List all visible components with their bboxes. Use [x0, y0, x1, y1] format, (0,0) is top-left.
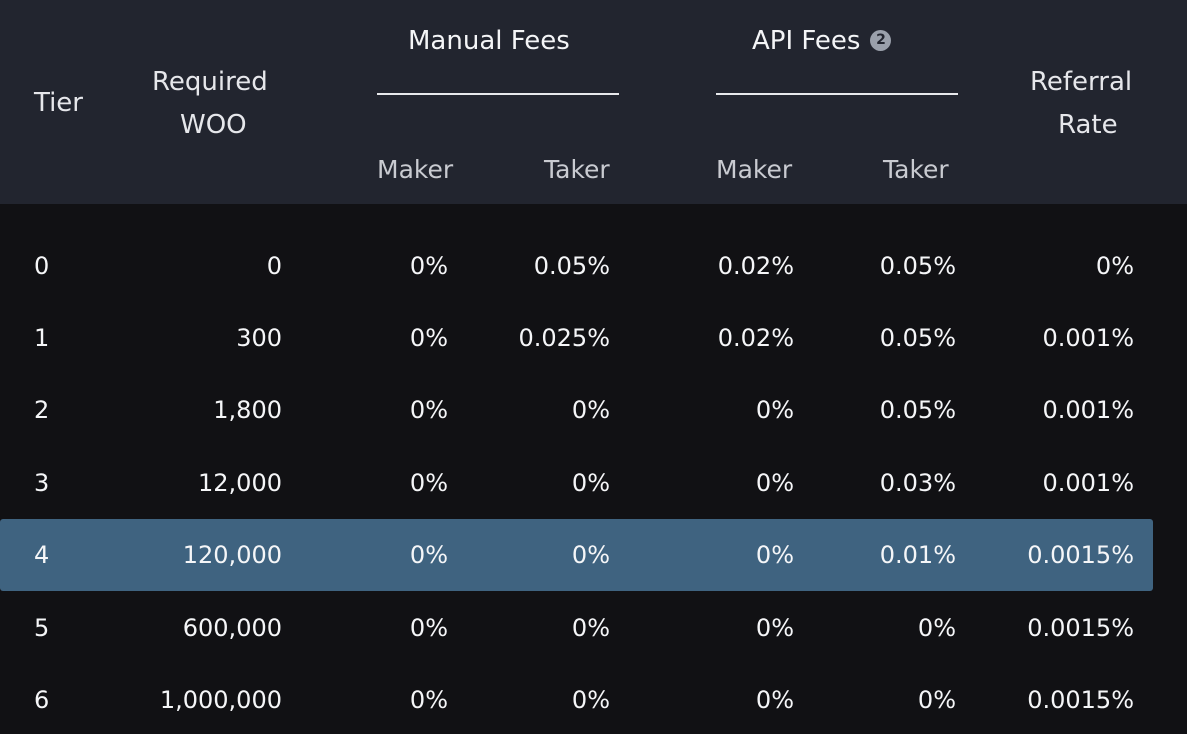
- api-taker-cell: 0.05%: [879, 396, 956, 424]
- manual-maker-cell: 0%: [409, 252, 448, 280]
- required-woo-cell: 12,000: [198, 469, 282, 497]
- api-maker-cell: 0%: [755, 686, 794, 714]
- manual-taker-cell: 0.05%: [533, 252, 610, 280]
- required-woo-cell: 0: [266, 252, 282, 280]
- column-header-tier: Tier: [34, 88, 83, 118]
- column-header-referral-line2: Rate: [1058, 110, 1118, 140]
- required-woo-cell: 600,000: [182, 614, 282, 642]
- tier-cell: 1: [34, 324, 50, 352]
- api-maker-cell: 0%: [755, 469, 794, 497]
- table-row: 0 0 0% 0.05% 0.02% 0.05% 0%: [0, 230, 1153, 302]
- manual-maker-cell: 0%: [409, 396, 448, 424]
- info-badge-icon[interactable]: 2: [870, 30, 892, 51]
- referral-rate-cell: 0.0015%: [1027, 614, 1134, 642]
- manual-maker-cell: 0%: [409, 614, 448, 642]
- referral-rate-cell: 0%: [1095, 252, 1134, 280]
- tier-cell: 6: [34, 686, 50, 714]
- manual-maker-cell: 0%: [409, 324, 448, 352]
- required-woo-cell: 300: [236, 324, 282, 352]
- required-woo-cell: 120,000: [182, 541, 282, 569]
- required-woo-cell: 1,000,000: [159, 686, 282, 714]
- tier-cell: 3: [34, 469, 50, 497]
- manual-taker-cell: 0%: [571, 469, 610, 497]
- column-header-required-line1: Required: [152, 67, 268, 97]
- api-taker-cell: 0%: [917, 686, 956, 714]
- table-row: 1 300 0% 0.025% 0.02% 0.05% 0.001%: [0, 302, 1153, 374]
- table-row-highlighted[interactable]: 4 120,000 0% 0% 0% 0.01% 0.0015%: [0, 519, 1153, 591]
- column-header-referral-line1: Referral: [1030, 67, 1133, 97]
- manual-taker-cell: 0%: [571, 396, 610, 424]
- tier-cell: 0: [34, 252, 50, 280]
- table-row: 3 12,000 0% 0% 0% 0.03% 0.001%: [0, 447, 1153, 519]
- tier-cell: 5: [34, 614, 50, 642]
- api-taker-cell: 0.03%: [879, 469, 956, 497]
- api-taker-cell: 0%: [917, 614, 956, 642]
- manual-maker-cell: 0%: [409, 686, 448, 714]
- manual-taker-cell: 0%: [571, 686, 610, 714]
- tier-cell: 4: [34, 541, 50, 569]
- table-header: Tier Required WOO Manual Fees API Fees 2 …: [0, 0, 1187, 204]
- column-header-manual-taker: Taker: [544, 155, 610, 184]
- group-header-manual-fees: Manual Fees: [408, 26, 570, 56]
- referral-rate-cell: 0.001%: [1042, 396, 1134, 424]
- referral-rate-cell: 0.001%: [1042, 324, 1134, 352]
- api-maker-cell: 0%: [755, 614, 794, 642]
- column-header-required-line2: WOO: [180, 110, 247, 140]
- api-fees-label: API Fees: [752, 26, 861, 56]
- manual-maker-cell: 0%: [409, 469, 448, 497]
- manual-taker-cell: 0%: [571, 541, 610, 569]
- api-maker-cell: 0%: [755, 396, 794, 424]
- referral-rate-cell: 0.001%: [1042, 469, 1134, 497]
- manual-taker-cell: 0.025%: [518, 324, 610, 352]
- referral-rate-cell: 0.0015%: [1027, 686, 1134, 714]
- api-taker-cell: 0.05%: [879, 324, 956, 352]
- required-woo-cell: 1,800: [213, 396, 282, 424]
- api-taker-cell: 0.01%: [879, 541, 956, 569]
- table-row: 2 1,800 0% 0% 0% 0.05% 0.001%: [0, 374, 1153, 446]
- table-row: 5 600,000 0% 0% 0% 0% 0.0015%: [0, 592, 1153, 664]
- api-fees-underline: [716, 93, 958, 95]
- api-taker-cell: 0.05%: [879, 252, 956, 280]
- column-header-api-taker: Taker: [883, 155, 949, 184]
- manual-taker-cell: 0%: [571, 614, 610, 642]
- api-maker-cell: 0%: [755, 541, 794, 569]
- manual-fees-underline: [377, 93, 619, 95]
- group-header-api-fees: API Fees 2: [752, 21, 892, 61]
- api-maker-cell: 0.02%: [717, 252, 794, 280]
- api-maker-cell: 0.02%: [717, 324, 794, 352]
- manual-maker-cell: 0%: [409, 541, 448, 569]
- column-header-manual-maker: Maker: [377, 155, 454, 184]
- referral-rate-cell: 0.0015%: [1027, 541, 1134, 569]
- column-header-api-maker: Maker: [716, 155, 793, 184]
- table-row: 6 1,000,000 0% 0% 0% 0% 0.0015%: [0, 664, 1153, 734]
- tier-cell: 2: [34, 396, 50, 424]
